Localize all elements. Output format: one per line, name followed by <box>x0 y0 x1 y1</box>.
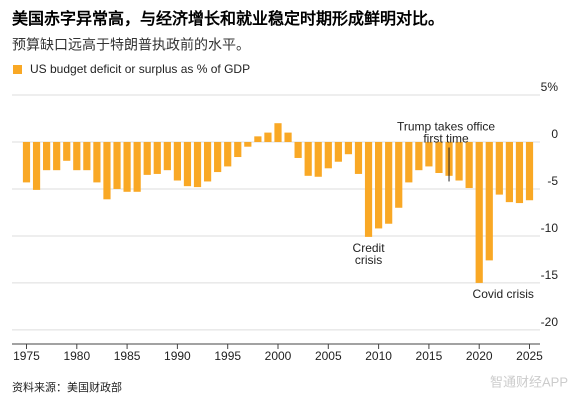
x-tick-label: 1990 <box>164 349 191 363</box>
y-tick-label: -15 <box>541 268 559 282</box>
bar <box>364 141 373 237</box>
bar <box>435 141 443 173</box>
bar <box>385 141 393 224</box>
watermark: 智通财经APP <box>490 374 568 389</box>
bar <box>455 141 463 181</box>
bar <box>254 136 262 142</box>
bar <box>425 141 433 167</box>
bar <box>485 141 493 261</box>
annotation: first time <box>423 132 469 146</box>
legend-label: US budget deficit or surplus as % of GDP <box>30 62 250 76</box>
chart-subtitle: 预算缺口远高于特朗普执政前的水平。 <box>12 37 250 53</box>
x-tick-label: 2015 <box>416 349 443 363</box>
bar <box>294 141 302 158</box>
bar <box>264 132 272 142</box>
bar <box>32 141 41 190</box>
bar <box>314 141 322 177</box>
bar <box>83 141 91 171</box>
bar <box>143 141 151 175</box>
bar <box>123 141 131 192</box>
annotation: Trump takes office <box>397 120 495 134</box>
y-tick-label: 0 <box>551 127 558 141</box>
bar <box>163 141 171 171</box>
bar <box>324 141 332 169</box>
annotation: crisis <box>355 253 382 267</box>
x-tick-label: 1975 <box>13 349 40 363</box>
y-tick-label: 5% <box>541 80 559 94</box>
y-tick-label: -20 <box>541 315 559 329</box>
bar <box>183 141 192 187</box>
bar <box>475 141 483 283</box>
y-tick-label: -5 <box>547 174 558 188</box>
annotation: Credit <box>353 241 386 255</box>
bar <box>63 141 71 161</box>
bar <box>274 123 282 142</box>
bar <box>284 132 292 142</box>
bar <box>234 141 242 158</box>
bar <box>405 141 413 183</box>
bar <box>465 141 473 189</box>
bar <box>203 141 212 182</box>
chart-title: 美国赤字异常高，与经济增长和就业稳定时期形成鲜明对比。 <box>12 9 444 28</box>
bar <box>93 141 101 183</box>
bar <box>113 141 121 189</box>
bar <box>354 141 363 174</box>
bar <box>53 141 61 171</box>
x-tick-label: 2020 <box>466 349 493 363</box>
bar <box>193 141 202 188</box>
bar <box>73 141 81 171</box>
x-tick-label: 2000 <box>265 349 292 363</box>
bar <box>525 141 534 201</box>
x-tick-label: 2005 <box>315 349 342 363</box>
bar <box>43 141 51 171</box>
source: 资料来源：美国财政部 <box>12 380 122 394</box>
y-tick-label: -10 <box>541 221 559 235</box>
bar <box>304 141 312 176</box>
bar <box>103 141 111 200</box>
bar <box>395 141 403 208</box>
x-tick-label: 2025 <box>516 349 543 363</box>
bar <box>214 141 222 173</box>
bar <box>153 141 161 174</box>
bar <box>133 141 141 192</box>
bar <box>495 141 503 195</box>
bar <box>173 141 181 181</box>
bar <box>505 141 513 203</box>
bar <box>22 141 31 183</box>
bar <box>344 141 353 155</box>
x-tick-label: 1980 <box>63 349 90 363</box>
x-tick-label: 2010 <box>365 349 392 363</box>
bar <box>515 141 524 204</box>
x-tick-label: 1985 <box>114 349 141 363</box>
bar <box>244 141 252 147</box>
legend-swatch <box>13 65 22 74</box>
x-tick-label: 1995 <box>214 349 241 363</box>
bar <box>375 141 383 229</box>
annotation: Covid crisis <box>473 287 534 301</box>
bar <box>334 141 342 162</box>
bar <box>224 141 232 167</box>
bar <box>415 141 423 171</box>
